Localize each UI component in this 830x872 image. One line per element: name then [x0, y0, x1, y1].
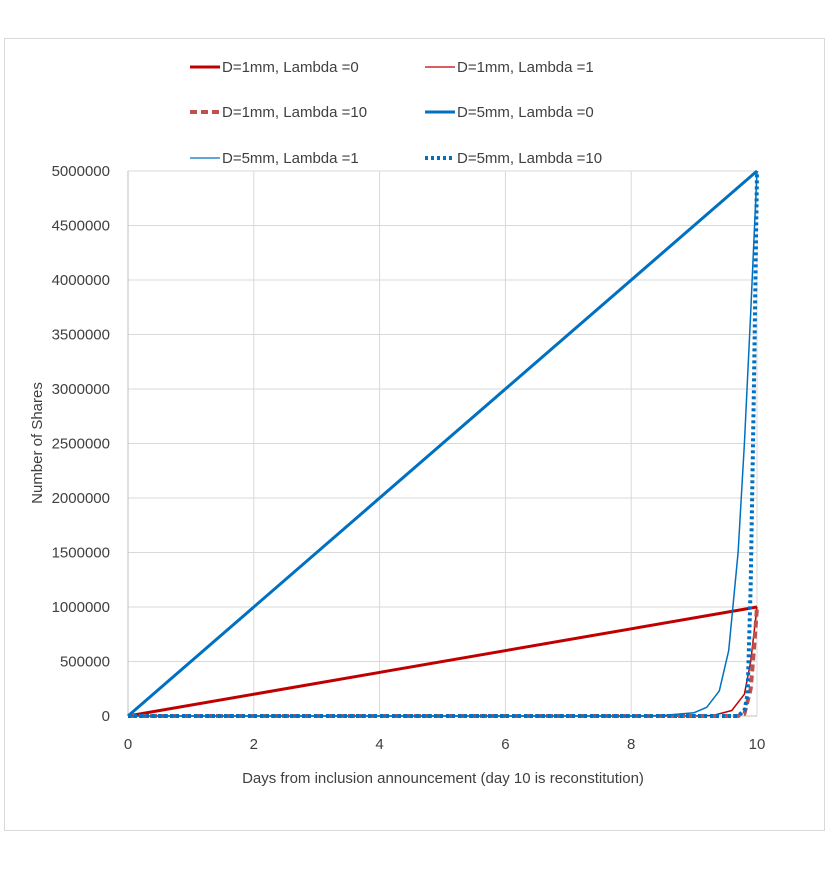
x-tick-label: 6 [501, 736, 509, 753]
y-tick-label: 0 [102, 708, 110, 725]
series-lines [127, 169, 759, 718]
x-tick-label: 10 [749, 736, 766, 753]
legend-label-6: D=5mm, Lambda =10 [457, 150, 602, 167]
chart-frame [4, 38, 825, 831]
y-tick-label: 4500000 [52, 218, 110, 235]
y-tick-label: 3500000 [52, 327, 110, 344]
x-tick-label: 4 [375, 736, 383, 753]
y-tick-label: 500000 [60, 654, 110, 671]
y-tick-label: 5000000 [52, 163, 110, 180]
legend-label-2: D=1mm, Lambda =1 [457, 59, 594, 76]
legend-label-4: D=5mm, Lambda =0 [457, 104, 594, 121]
x-axis-title: Days from inclusion announcement (day 10… [242, 770, 644, 787]
legend-label-3: D=1mm, Lambda =10 [222, 104, 367, 121]
x-tick-label: 0 [124, 736, 132, 753]
y-axis-title: Number of Shares [29, 382, 46, 504]
series-line-1 [127, 605, 758, 718]
gridlines [128, 170, 758, 716]
legend-label-5: D=5mm, Lambda =1 [222, 150, 359, 167]
y-tick-label: 2000000 [52, 490, 110, 507]
y-tick-label: 2500000 [52, 436, 110, 453]
y-tick-label: 4000000 [52, 272, 110, 289]
x-tick-label: 8 [627, 736, 635, 753]
legend-label-1: D=1mm, Lambda =0 [222, 59, 359, 76]
axes: 0 500000 1000000 1500000 2000000 2500000 30000… [52, 163, 766, 753]
legend: D=1mm, Lambda =0 D=1mm, Lambda =1 D=1mm, L… [190, 59, 602, 167]
x-tick-label: 2 [250, 736, 258, 753]
y-tick-label: 3000000 [52, 381, 110, 398]
series-line-4 [127, 169, 758, 718]
y-tick-label: 1500000 [52, 545, 110, 562]
y-tick-label: 1000000 [52, 599, 110, 616]
